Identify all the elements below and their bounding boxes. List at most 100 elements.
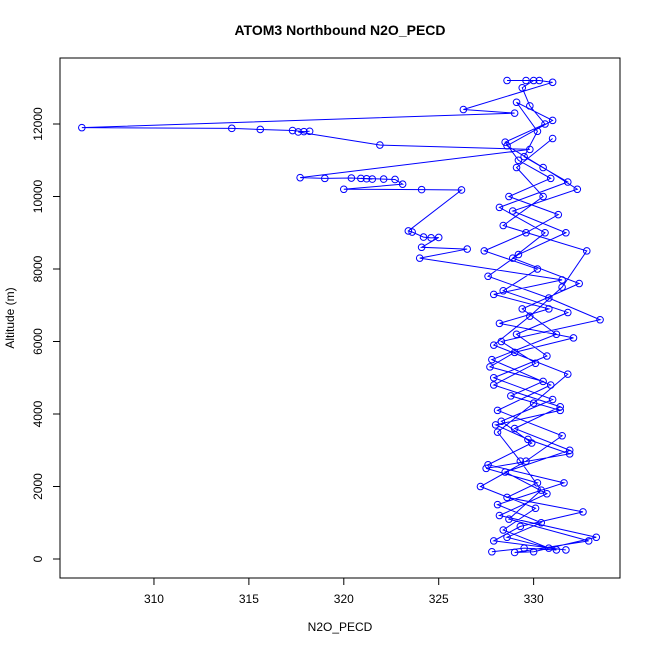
data-point xyxy=(537,518,546,527)
data-point xyxy=(379,175,388,183)
data-point xyxy=(497,337,506,346)
data-point xyxy=(548,134,557,143)
data-point xyxy=(563,178,572,186)
data-point xyxy=(565,450,574,458)
data-point xyxy=(427,234,435,242)
data-point xyxy=(575,279,583,288)
data-point xyxy=(529,547,538,556)
data-point xyxy=(512,330,521,339)
data-point xyxy=(288,126,297,135)
data-point xyxy=(484,460,492,469)
data-point xyxy=(321,174,329,183)
data-point xyxy=(543,352,551,360)
data-point xyxy=(565,446,574,455)
data-point xyxy=(391,175,399,184)
data-point xyxy=(339,185,348,194)
data-point xyxy=(305,127,314,136)
data-point xyxy=(531,504,540,513)
data-point xyxy=(495,511,504,520)
x-axis-label: N2O_PECD xyxy=(308,620,373,634)
data-point xyxy=(510,109,519,117)
data-point xyxy=(489,341,498,349)
data-point xyxy=(548,78,557,87)
data-point xyxy=(357,174,365,183)
data-point xyxy=(362,174,371,183)
data-point xyxy=(78,123,86,132)
data-point xyxy=(520,152,528,161)
data-point xyxy=(508,254,517,262)
data-point xyxy=(516,522,525,531)
data-point xyxy=(560,479,568,487)
chart-title: ATOM3 Northbound N2O_PECD xyxy=(234,22,445,38)
data-point xyxy=(463,245,471,253)
data-point xyxy=(503,141,511,150)
data-point xyxy=(558,276,566,284)
data-point xyxy=(501,468,509,476)
data-point xyxy=(488,547,496,556)
data-point xyxy=(256,125,265,134)
data-point xyxy=(510,548,519,557)
plot-box xyxy=(59,57,621,579)
data-point xyxy=(552,546,561,554)
data-point xyxy=(526,102,534,110)
data-point xyxy=(457,186,466,194)
y-tick-label: 2000 xyxy=(31,473,45,500)
data-point xyxy=(569,334,578,342)
data-point xyxy=(505,515,513,523)
data-point xyxy=(558,283,566,291)
data-point xyxy=(499,286,508,295)
data-point xyxy=(562,228,570,237)
data-point xyxy=(563,308,572,317)
data-point xyxy=(518,83,527,92)
data-point xyxy=(499,526,508,534)
data-point xyxy=(552,330,561,339)
data-point xyxy=(489,373,498,382)
data-point xyxy=(546,381,555,389)
data-point xyxy=(510,424,519,433)
data-point xyxy=(535,76,544,85)
data-point xyxy=(486,363,494,371)
data-point xyxy=(520,544,528,552)
data-point xyxy=(548,395,557,404)
data-point xyxy=(434,233,443,242)
data-point xyxy=(488,355,496,364)
data-point xyxy=(539,163,547,172)
data-point xyxy=(404,227,413,235)
y-tick-label: 10000 xyxy=(31,180,45,214)
data-point xyxy=(376,141,384,149)
data-point xyxy=(368,175,377,183)
data-point xyxy=(476,482,485,491)
data-point xyxy=(493,406,502,415)
data-point xyxy=(489,537,498,545)
data-point xyxy=(501,138,509,146)
x-tick-label: 310 xyxy=(144,592,164,606)
data-point xyxy=(526,145,534,154)
y-tick-label: 0 xyxy=(31,555,45,562)
y-tick-label: 6000 xyxy=(31,328,45,355)
data-point xyxy=(495,203,504,212)
data-point xyxy=(524,435,532,444)
data-point xyxy=(518,305,527,313)
x-tick-label: 320 xyxy=(334,592,354,606)
y-tick-label: 4000 xyxy=(31,400,45,427)
data-point xyxy=(408,228,416,236)
data-point xyxy=(522,228,530,237)
data-point xyxy=(516,457,525,465)
data-point xyxy=(491,421,500,429)
data-point xyxy=(300,127,308,136)
data-point xyxy=(294,128,303,136)
data-point xyxy=(512,163,521,172)
data-point xyxy=(415,254,424,262)
data-point xyxy=(507,392,515,400)
data-point xyxy=(548,116,557,125)
data-point xyxy=(539,377,547,386)
x-tick-label: 330 xyxy=(524,592,544,606)
data-point xyxy=(503,493,511,502)
data-point xyxy=(539,192,547,201)
data-point xyxy=(533,265,542,273)
data-point xyxy=(398,180,407,188)
data-point xyxy=(592,533,601,542)
data-point xyxy=(573,185,582,194)
data-point xyxy=(579,508,587,516)
data-point xyxy=(562,546,570,554)
